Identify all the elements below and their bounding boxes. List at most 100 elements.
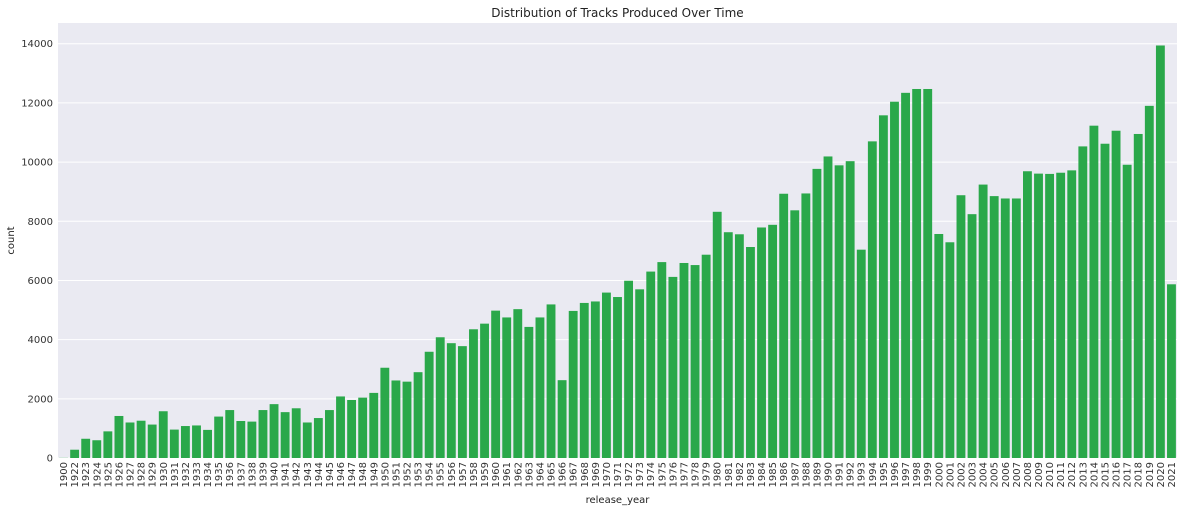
bar-1964 <box>535 317 545 458</box>
x-tick-label: 2018 <box>1134 462 1145 487</box>
x-tick-label: 1958 <box>469 462 480 487</box>
x-tick-label: 1994 <box>868 462 879 487</box>
bar-1974 <box>646 271 656 458</box>
y-tick-label: 4000 <box>28 335 53 346</box>
x-tick-label: 1995 <box>879 462 890 487</box>
x-tick-label: 1936 <box>225 462 236 487</box>
bar-1941 <box>280 412 290 458</box>
x-tick-label: 1975 <box>657 462 668 487</box>
bar-1934 <box>203 429 213 458</box>
y-tick-label: 10000 <box>21 158 53 169</box>
x-tick-label: 2019 <box>1145 462 1156 487</box>
x-tick-label: 2014 <box>1089 462 1100 487</box>
x-tick-label: 2005 <box>990 462 1001 487</box>
x-tick-label: 1942 <box>292 462 303 487</box>
bar-1962 <box>513 309 523 458</box>
bar-1949 <box>369 392 379 458</box>
x-tick-label: 1985 <box>768 462 779 487</box>
x-tick-label: 1953 <box>414 462 425 487</box>
x-tick-label: 1984 <box>757 462 768 487</box>
y-tick-labels: 0 2000 4000 6000 8000 10000 12000 14000 <box>21 39 53 464</box>
x-tick-label: 1971 <box>613 462 624 487</box>
y-tick-label: 12000 <box>21 98 53 109</box>
bar-1953 <box>413 372 423 458</box>
bar-1927 <box>125 422 135 458</box>
x-tick-label: 1925 <box>103 462 114 487</box>
x-tick-label: 1966 <box>558 462 569 487</box>
x-tick-label: 2002 <box>956 462 967 487</box>
bar-1971 <box>613 297 622 458</box>
x-tick-label: 2011 <box>1056 462 1067 487</box>
x-tick-label: 1923 <box>81 462 92 487</box>
x-tick-label: 1991 <box>835 462 846 487</box>
x-tick-label: 1988 <box>801 462 812 487</box>
x-tick-label: 1970 <box>602 462 613 487</box>
x-tick-label: 1961 <box>502 462 513 487</box>
bar-1999 <box>923 88 933 458</box>
bar-1925 <box>103 431 113 458</box>
bar-2016 <box>1111 130 1121 458</box>
x-tick-label: 1937 <box>236 462 247 487</box>
bar-1947 <box>347 400 357 458</box>
y-tick-label: 6000 <box>28 276 53 287</box>
bar-1950 <box>380 367 390 458</box>
bar-1931 <box>169 429 179 458</box>
x-tick-label: 1951 <box>391 462 402 487</box>
bar-1984 <box>757 227 766 458</box>
bar-1972 <box>624 280 634 458</box>
bars <box>59 45 1176 459</box>
bar-1943 <box>302 422 312 458</box>
y-tick-label: 14000 <box>21 39 53 50</box>
bar-1958 <box>469 329 478 458</box>
bar-1938 <box>247 421 257 458</box>
x-tick-label: 1928 <box>137 462 148 487</box>
x-tick-label: 2020 <box>1156 462 1167 487</box>
bar-2019 <box>1144 105 1154 458</box>
x-tick-label: 2000 <box>934 462 945 487</box>
x-tick-label: 1949 <box>369 462 380 487</box>
bar-1997 <box>901 92 910 458</box>
bar-1948 <box>358 397 368 458</box>
bar-1969 <box>590 301 600 458</box>
x-tick-label: 1997 <box>901 462 912 487</box>
x-tick-label: 1982 <box>735 462 746 487</box>
x-tick-label: 1940 <box>270 462 281 487</box>
bar-1945 <box>325 410 334 458</box>
y-tick-label: 0 <box>47 454 53 465</box>
bar-1963 <box>524 326 534 458</box>
bar-1968 <box>579 302 589 458</box>
x-tick-label: 2021 <box>1167 462 1178 487</box>
x-tick-label: 1948 <box>358 462 369 487</box>
bar-2002 <box>956 195 966 458</box>
x-tick-label: 1933 <box>192 462 203 487</box>
x-tick-label: 1974 <box>646 462 657 487</box>
bar-1979 <box>701 254 711 458</box>
bar-1932 <box>180 426 190 458</box>
bar-1976 <box>668 276 678 458</box>
bar-1998 <box>912 88 922 458</box>
bar-1983 <box>746 247 755 458</box>
x-tick-label: 1986 <box>779 462 790 487</box>
x-tick-label: 1993 <box>857 462 868 487</box>
bar-1929 <box>147 424 157 458</box>
bar-1982 <box>734 234 744 458</box>
x-tick-label: 2013 <box>1078 462 1089 487</box>
x-tick-label: 1932 <box>181 462 192 487</box>
bar-1978 <box>690 265 700 458</box>
bar-1930 <box>158 411 168 458</box>
x-tick-label: 1996 <box>890 462 901 487</box>
bar-1989 <box>812 168 822 458</box>
bar-1936 <box>225 410 235 458</box>
bar-2007 <box>1011 198 1021 458</box>
bar-1977 <box>679 262 689 458</box>
x-tick-label: 1983 <box>746 462 757 487</box>
bar-1926 <box>114 415 124 458</box>
bar-2018 <box>1133 133 1143 458</box>
bar-1955 <box>435 337 445 458</box>
bar-1959 <box>480 323 489 458</box>
bar-2012 <box>1067 170 1077 458</box>
x-tick-label: 1952 <box>402 462 413 487</box>
bar-1973 <box>635 289 645 458</box>
x-tick-label: 1960 <box>491 462 502 487</box>
x-tick-label: 2012 <box>1067 462 1078 487</box>
